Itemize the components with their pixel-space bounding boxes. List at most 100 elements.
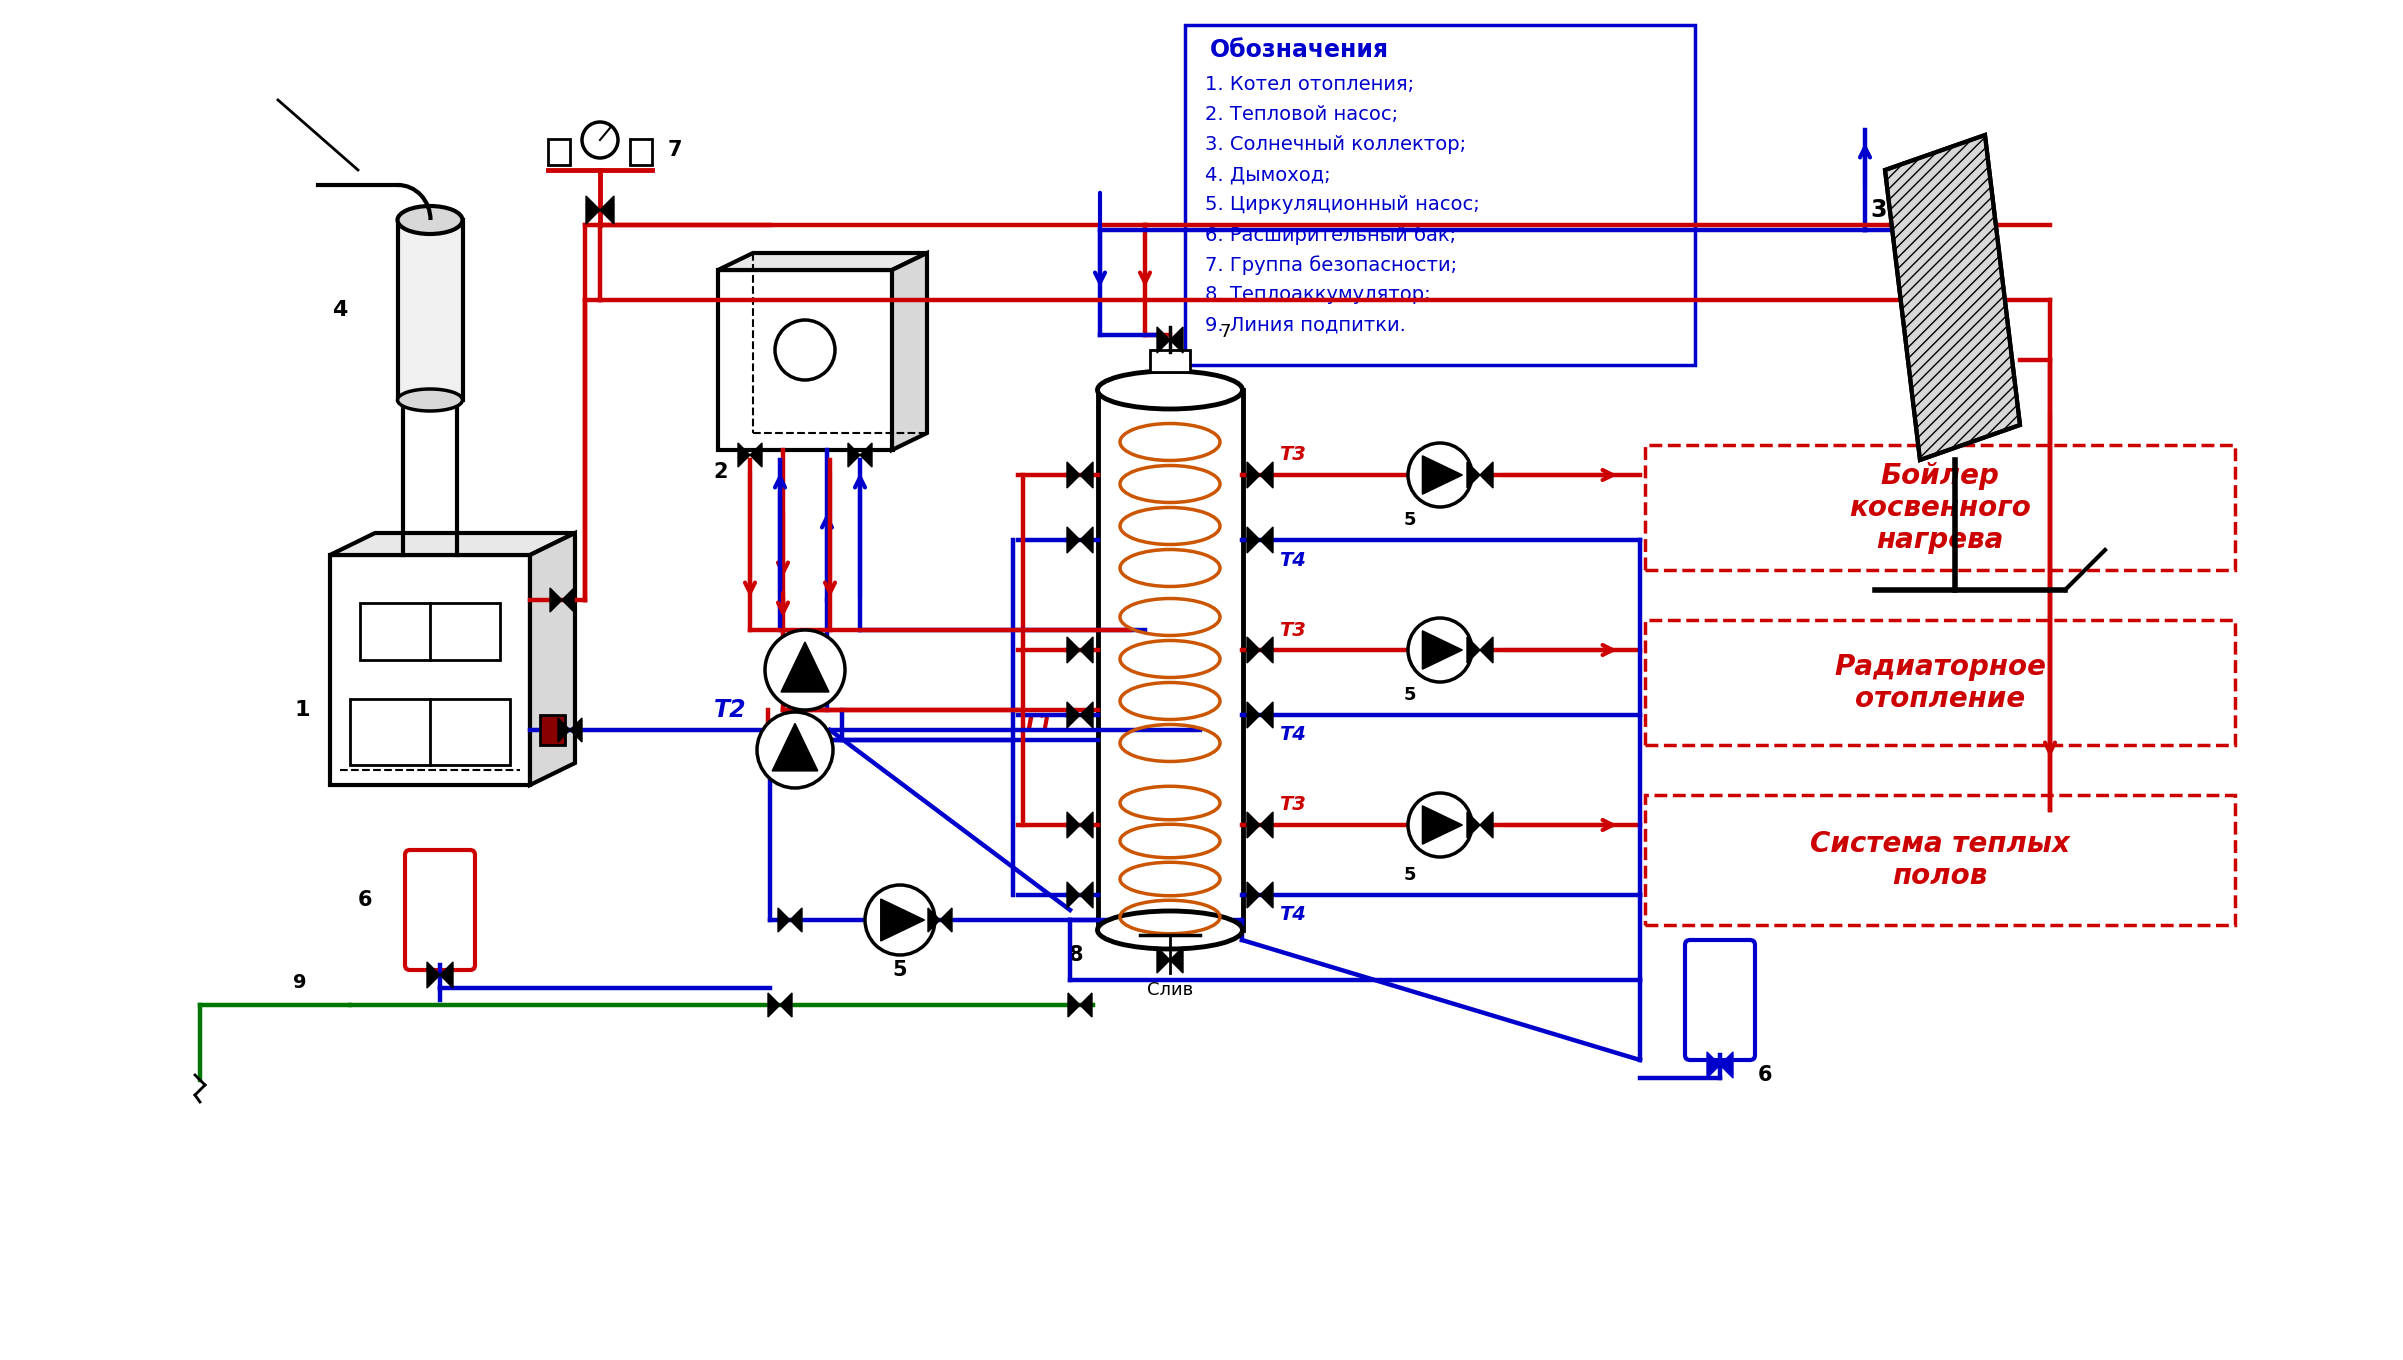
Polygon shape <box>779 908 791 932</box>
Polygon shape <box>557 718 570 743</box>
Polygon shape <box>940 908 952 932</box>
Polygon shape <box>570 718 582 743</box>
Polygon shape <box>1480 636 1492 664</box>
Ellipse shape <box>396 205 461 234</box>
Circle shape <box>764 630 846 710</box>
Text: Слив: Слив <box>1146 981 1194 1000</box>
Text: 5: 5 <box>892 960 908 981</box>
Text: Система теплых
полов: Система теплых полов <box>1809 830 2069 891</box>
Polygon shape <box>1466 462 1480 488</box>
Polygon shape <box>329 533 574 555</box>
Bar <box>351 699 509 764</box>
Polygon shape <box>550 588 562 612</box>
Polygon shape <box>1259 883 1274 908</box>
Polygon shape <box>1423 805 1463 845</box>
Text: T4: T4 <box>1278 725 1305 744</box>
Text: T3: T3 <box>1278 620 1305 639</box>
Ellipse shape <box>1098 371 1242 409</box>
Text: T2: T2 <box>714 698 747 722</box>
Bar <box>630 139 651 165</box>
Polygon shape <box>1156 947 1170 972</box>
Text: 2: 2 <box>714 462 728 481</box>
Text: 7. Группа безопасности;: 7. Группа безопасности; <box>1204 256 1456 275</box>
Bar <box>1098 390 1242 930</box>
Circle shape <box>757 713 834 787</box>
Bar <box>1185 24 1694 364</box>
Polygon shape <box>882 899 925 941</box>
Polygon shape <box>1466 636 1480 664</box>
Polygon shape <box>1247 702 1259 728</box>
Text: 8: 8 <box>1069 945 1084 966</box>
Polygon shape <box>791 908 803 932</box>
Polygon shape <box>1466 812 1480 838</box>
Bar <box>399 220 464 400</box>
Text: 5: 5 <box>1403 511 1415 529</box>
Circle shape <box>865 885 935 955</box>
Polygon shape <box>1156 326 1170 354</box>
Polygon shape <box>428 962 440 987</box>
Bar <box>329 555 531 785</box>
Polygon shape <box>1079 462 1093 488</box>
Polygon shape <box>1247 636 1259 664</box>
Text: 9. Линия подпитки.: 9. Линия подпитки. <box>1204 316 1406 335</box>
Polygon shape <box>860 443 872 466</box>
Text: T3: T3 <box>1278 796 1305 815</box>
Bar <box>718 271 894 450</box>
Text: 1: 1 <box>296 700 310 719</box>
Bar <box>1646 620 2235 745</box>
Text: T3: T3 <box>1278 446 1305 465</box>
Polygon shape <box>1067 812 1079 838</box>
Circle shape <box>582 122 618 158</box>
FancyBboxPatch shape <box>406 850 476 970</box>
Polygon shape <box>562 588 574 612</box>
Polygon shape <box>1079 993 1091 1017</box>
Text: 6. Расширительный бак;: 6. Расширительный бак; <box>1204 226 1456 245</box>
Polygon shape <box>1247 462 1259 488</box>
Polygon shape <box>1480 462 1492 488</box>
Polygon shape <box>1259 702 1274 728</box>
Polygon shape <box>1170 326 1182 354</box>
Polygon shape <box>1480 812 1492 838</box>
Bar <box>541 715 565 745</box>
Polygon shape <box>1721 1053 1733 1078</box>
Text: 6: 6 <box>358 889 372 910</box>
Polygon shape <box>1079 702 1093 728</box>
Polygon shape <box>1067 883 1079 908</box>
Polygon shape <box>1706 1053 1721 1078</box>
Polygon shape <box>928 908 940 932</box>
Text: T4: T4 <box>1278 906 1305 925</box>
Polygon shape <box>1067 993 1079 1017</box>
Bar <box>1646 796 2235 925</box>
Bar <box>1151 350 1189 373</box>
Polygon shape <box>1259 526 1274 554</box>
Text: 2. Тепловой насос;: 2. Тепловой насос; <box>1204 106 1399 125</box>
Text: 5: 5 <box>1403 685 1415 704</box>
Polygon shape <box>769 993 781 1017</box>
Polygon shape <box>1259 812 1274 838</box>
Polygon shape <box>1067 526 1079 554</box>
Polygon shape <box>440 962 454 987</box>
Text: T1: T1 <box>1021 713 1055 737</box>
Polygon shape <box>1259 636 1274 664</box>
Polygon shape <box>781 993 793 1017</box>
Polygon shape <box>1247 812 1259 838</box>
Polygon shape <box>848 443 860 466</box>
Polygon shape <box>892 253 928 450</box>
Polygon shape <box>1079 636 1093 664</box>
Circle shape <box>1408 793 1473 857</box>
Bar <box>360 602 500 660</box>
FancyBboxPatch shape <box>1685 940 1754 1059</box>
Polygon shape <box>1423 456 1463 494</box>
Ellipse shape <box>396 389 461 411</box>
Text: 5: 5 <box>1403 866 1415 884</box>
Polygon shape <box>1884 135 2021 460</box>
Polygon shape <box>1079 526 1093 554</box>
Polygon shape <box>1247 883 1259 908</box>
Ellipse shape <box>1098 911 1242 949</box>
Polygon shape <box>1067 636 1079 664</box>
Polygon shape <box>718 253 928 271</box>
Text: 6: 6 <box>1757 1065 1773 1085</box>
Text: Бойлер
косвенного
нагрева: Бойлер косвенного нагрева <box>1848 461 2031 555</box>
Text: 9: 9 <box>293 974 308 993</box>
Text: 7: 7 <box>668 140 682 160</box>
